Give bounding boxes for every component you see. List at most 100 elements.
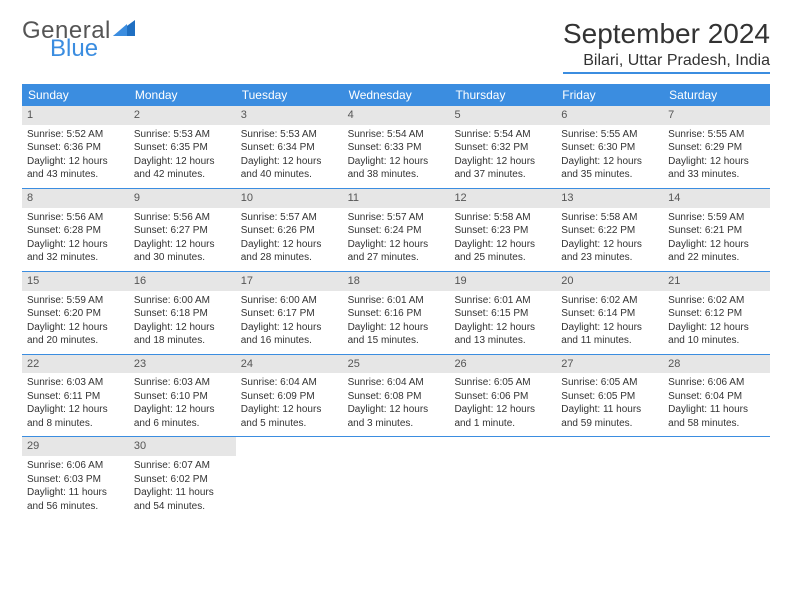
day-day2: and 5 minutes. xyxy=(241,417,338,431)
day-day2: and 8 minutes. xyxy=(27,417,124,431)
day-sunrise: Sunrise: 5:52 AM xyxy=(27,128,124,142)
day-sunrise: Sunrise: 5:53 AM xyxy=(134,128,231,142)
day-sunrise: Sunrise: 6:00 AM xyxy=(134,294,231,308)
day-day2: and 54 minutes. xyxy=(134,500,231,514)
day-sunrise: Sunrise: 6:05 AM xyxy=(561,376,658,390)
day-sunrise: Sunrise: 5:54 AM xyxy=(454,128,551,142)
day-cell: 8Sunrise: 5:56 AMSunset: 6:28 PMDaylight… xyxy=(22,189,129,271)
day-day2: and 58 minutes. xyxy=(668,417,765,431)
day-day2: and 13 minutes. xyxy=(454,334,551,348)
day-number: 15 xyxy=(22,272,129,291)
day-sunset: Sunset: 6:08 PM xyxy=(348,390,445,404)
day-day2: and 38 minutes. xyxy=(348,168,445,182)
weekday-saturday: Saturday xyxy=(663,84,770,106)
day-number: 18 xyxy=(343,272,450,291)
day-cell: 22 Sunrise: 6:03 AMSunset: 6:11 PMDayligh… xyxy=(22,355,129,437)
day-sunset: Sunset: 6:22 PM xyxy=(561,224,658,238)
day-cell: 4Sunrise: 5:54 AMSunset: 6:33 PMDaylight… xyxy=(343,106,450,188)
logo: General Blue xyxy=(22,18,137,61)
day-sunset: Sunset: 6:11 PM xyxy=(27,390,124,404)
day-number: 6 xyxy=(556,106,663,125)
day-day1: Daylight: 12 hours xyxy=(241,403,338,417)
empty-cell xyxy=(449,437,556,519)
day-cell: 12Sunrise: 5:58 AMSunset: 6:23 PMDayligh… xyxy=(449,189,556,271)
title-block: September 2024 Bilari, Uttar Pradesh, In… xyxy=(563,18,770,74)
day-day2: and 28 minutes. xyxy=(241,251,338,265)
day-sunrise: Sunrise: 6:01 AM xyxy=(348,294,445,308)
day-day2: and 6 minutes. xyxy=(134,417,231,431)
day-day2: and 10 minutes. xyxy=(668,334,765,348)
day-day1: Daylight: 12 hours xyxy=(348,403,445,417)
day-sunset: Sunset: 6:03 PM xyxy=(27,473,124,487)
day-sunrise: Sunrise: 5:59 AM xyxy=(27,294,124,308)
day-day2: and 22 minutes. xyxy=(668,251,765,265)
day-sunrise: Sunrise: 6:02 AM xyxy=(668,294,765,308)
day-number: 20 xyxy=(556,272,663,291)
day-sunset: Sunset: 6:10 PM xyxy=(134,390,231,404)
day-sunrise: Sunrise: 6:04 AM xyxy=(241,376,338,390)
day-sunset: Sunset: 6:30 PM xyxy=(561,141,658,155)
day-number: 24 xyxy=(236,355,343,374)
empty-cell xyxy=(236,437,343,519)
day-day1: Daylight: 12 hours xyxy=(348,321,445,335)
day-number: 19 xyxy=(449,272,556,291)
header: General Blue September 2024 Bilari, Utta… xyxy=(22,18,770,74)
day-day1: Daylight: 12 hours xyxy=(134,155,231,169)
day-sunset: Sunset: 6:33 PM xyxy=(348,141,445,155)
weekday-wednesday: Wednesday xyxy=(343,84,450,106)
day-day1: Daylight: 11 hours xyxy=(134,486,231,500)
day-sunrise: Sunrise: 6:00 AM xyxy=(241,294,338,308)
day-day1: Daylight: 12 hours xyxy=(348,238,445,252)
day-sunrise: Sunrise: 5:56 AM xyxy=(27,211,124,225)
day-day2: and 30 minutes. xyxy=(134,251,231,265)
day-number: 25 xyxy=(343,355,450,374)
day-sunrise: Sunrise: 6:03 AM xyxy=(27,376,124,390)
day-cell: 15Sunrise: 5:59 AMSunset: 6:20 PMDayligh… xyxy=(22,272,129,354)
day-cell: 16Sunrise: 6:00 AMSunset: 6:18 PMDayligh… xyxy=(129,272,236,354)
day-day1: Daylight: 12 hours xyxy=(27,403,124,417)
day-day1: Daylight: 11 hours xyxy=(561,403,658,417)
week-row: 15Sunrise: 5:59 AMSunset: 6:20 PMDayligh… xyxy=(22,272,770,355)
day-cell: 14Sunrise: 5:59 AMSunset: 6:21 PMDayligh… xyxy=(663,189,770,271)
day-day1: Daylight: 12 hours xyxy=(668,238,765,252)
day-number: 7 xyxy=(663,106,770,125)
day-number: 23 xyxy=(129,355,236,374)
day-sunset: Sunset: 6:26 PM xyxy=(241,224,338,238)
day-day2: and 56 minutes. xyxy=(27,500,124,514)
day-sunset: Sunset: 6:21 PM xyxy=(668,224,765,238)
day-day1: Daylight: 12 hours xyxy=(561,155,658,169)
day-cell: 17Sunrise: 6:00 AMSunset: 6:17 PMDayligh… xyxy=(236,272,343,354)
day-sunset: Sunset: 6:17 PM xyxy=(241,307,338,321)
day-sunrise: Sunrise: 5:57 AM xyxy=(241,211,338,225)
day-day2: and 15 minutes. xyxy=(348,334,445,348)
day-day1: Daylight: 11 hours xyxy=(668,403,765,417)
weekday-row: SundayMondayTuesdayWednesdayThursdayFrid… xyxy=(22,84,770,106)
day-day1: Daylight: 12 hours xyxy=(241,321,338,335)
day-cell: 1Sunrise: 5:52 AMSunset: 6:36 PMDaylight… xyxy=(22,106,129,188)
day-day1: Daylight: 12 hours xyxy=(27,238,124,252)
day-sunrise: Sunrise: 5:59 AM xyxy=(668,211,765,225)
day-sunrise: Sunrise: 6:06 AM xyxy=(27,459,124,473)
day-day2: and 37 minutes. xyxy=(454,168,551,182)
day-sunset: Sunset: 6:06 PM xyxy=(454,390,551,404)
day-sunrise: Sunrise: 6:02 AM xyxy=(561,294,658,308)
day-cell: 6 Sunrise: 5:55 AMSunset: 6:30 PMDaylight… xyxy=(556,106,663,188)
day-sunrise: Sunrise: 5:55 AM xyxy=(561,128,658,142)
day-number: 22 xyxy=(22,355,129,374)
week-row: 8Sunrise: 5:56 AMSunset: 6:28 PMDaylight… xyxy=(22,189,770,272)
day-sunrise: Sunrise: 5:55 AM xyxy=(668,128,765,142)
day-sunset: Sunset: 6:36 PM xyxy=(27,141,124,155)
day-sunrise: Sunrise: 6:01 AM xyxy=(454,294,551,308)
day-number: 29 xyxy=(22,437,129,456)
weekday-monday: Monday xyxy=(129,84,236,106)
day-number: 28 xyxy=(663,355,770,374)
day-sunrise: Sunrise: 6:06 AM xyxy=(668,376,765,390)
day-number: 13 xyxy=(556,189,663,208)
day-day2: and 42 minutes. xyxy=(134,168,231,182)
day-sunset: Sunset: 6:18 PM xyxy=(134,307,231,321)
day-cell: 27Sunrise: 6:05 AMSunset: 6:05 PMDayligh… xyxy=(556,355,663,437)
day-sunset: Sunset: 6:27 PM xyxy=(134,224,231,238)
day-day2: and 1 minute. xyxy=(454,417,551,431)
day-number: 26 xyxy=(449,355,556,374)
day-sunset: Sunset: 6:16 PM xyxy=(348,307,445,321)
